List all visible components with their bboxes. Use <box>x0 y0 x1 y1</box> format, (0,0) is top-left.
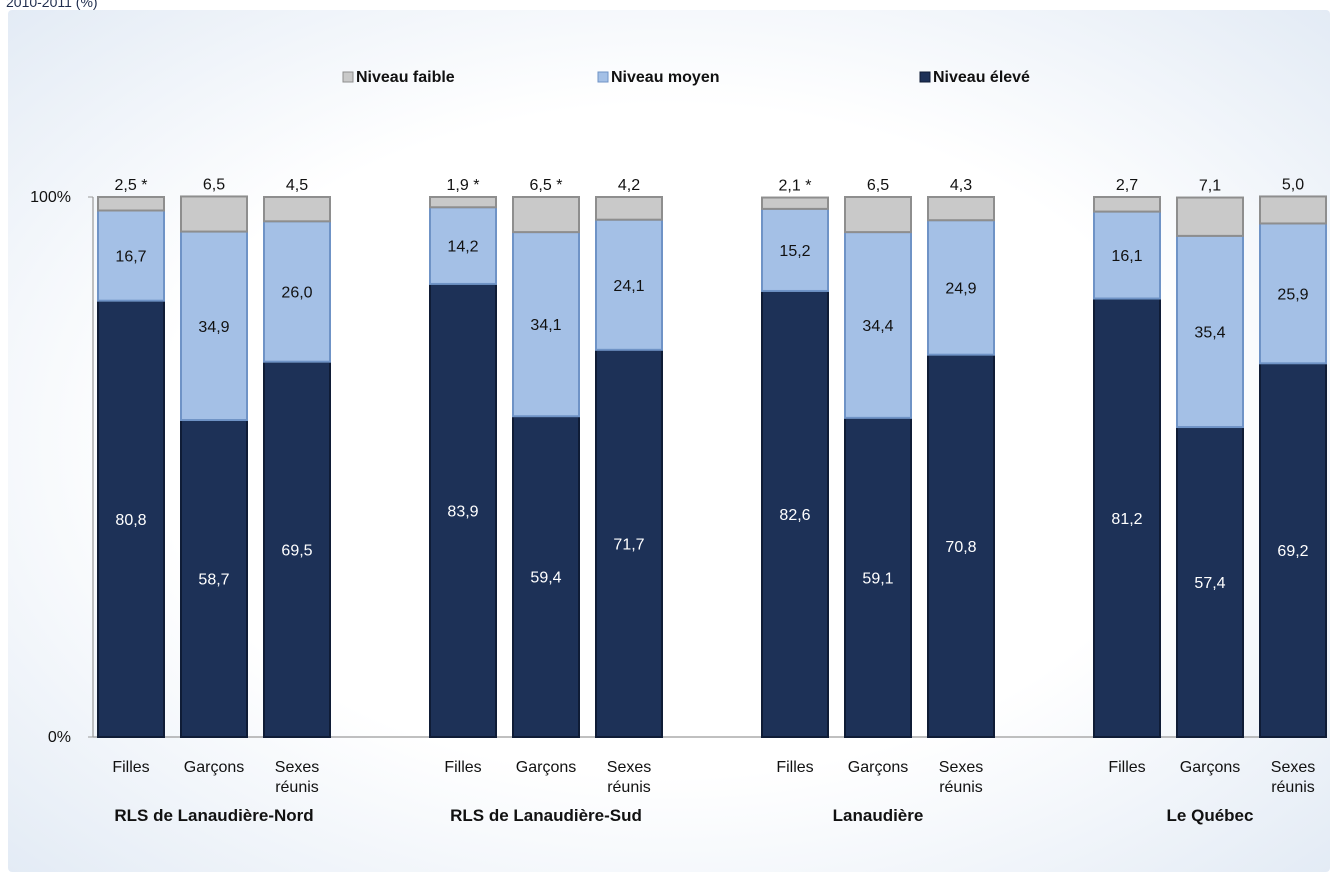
category-label: Garçons <box>848 759 908 776</box>
data-label-faible: 6,5 <box>203 176 225 193</box>
bar-segment-moyen <box>429 206 497 285</box>
legend-label-faible: Niveau faible <box>356 69 455 86</box>
category-label: Filles <box>776 759 813 776</box>
bar-segment-eleve <box>761 289 829 738</box>
bar-segment-faible <box>595 196 663 221</box>
bar-segment-moyen <box>97 209 165 302</box>
data-label-moyen: 34,1 <box>530 317 561 334</box>
legend-label-moyen: Niveau moyen <box>611 69 719 86</box>
category-label: Filles <box>444 759 481 776</box>
bar-segment-faible <box>512 196 580 234</box>
stacked-bar-chart: 0% 100% Niveau faible Niveau moyen Niveau él… <box>30 69 1327 825</box>
group-label: RLS de Lanaudière-Sud <box>450 806 642 825</box>
bar-segment-faible <box>97 196 165 212</box>
data-label-faible: 5,0 <box>1282 176 1304 193</box>
chart-area: 0% 100% Niveau faible Niveau moyen Niveau él… <box>8 10 1330 872</box>
bar-segment-moyen <box>844 231 912 419</box>
category-label: réunis <box>1271 779 1315 796</box>
bar-segment-faible <box>263 196 331 223</box>
bar-segment-eleve <box>263 360 331 738</box>
category-label: réunis <box>275 779 319 796</box>
bar-segment-eleve <box>844 416 912 738</box>
data-label-moyen: 34,9 <box>198 319 229 336</box>
data-label-faible: 6,5 * <box>530 177 563 194</box>
chart-caption: 2010-2011 (%) <box>6 0 98 10</box>
bar-segment-eleve <box>595 348 663 738</box>
category-label: Garçons <box>184 759 244 776</box>
data-label-eleve: 81,2 <box>1111 511 1142 528</box>
category-label: Filles <box>1108 759 1145 776</box>
data-label-eleve: 83,9 <box>447 503 478 520</box>
group-label: Le Québec <box>1167 806 1254 825</box>
bar-segment-moyen <box>927 219 995 356</box>
data-label-moyen: 34,4 <box>862 318 893 335</box>
data-label-faible: 6,5 <box>867 177 889 194</box>
data-label-eleve: 57,4 <box>1194 575 1225 592</box>
group-label: Lanaudière <box>833 806 924 825</box>
legend-swatch-moyen <box>597 71 609 83</box>
category-label: réunis <box>607 779 651 796</box>
bar-segment-moyen <box>595 218 663 351</box>
data-label-moyen: 16,7 <box>115 249 146 266</box>
data-label-faible: 4,5 <box>286 177 308 194</box>
data-label-eleve: 71,7 <box>613 536 644 553</box>
group-label: RLS de Lanaudière-Nord <box>114 806 313 825</box>
data-label-moyen: 25,9 <box>1277 286 1308 303</box>
data-label-faible: 7,1 <box>1199 178 1221 195</box>
data-label-faible: 1,9 * <box>447 177 480 194</box>
bar-segment-eleve <box>927 353 995 738</box>
category-label: Filles <box>112 759 149 776</box>
data-label-moyen: 24,9 <box>945 280 976 297</box>
category-label: Sexes <box>607 759 651 776</box>
data-label-eleve: 59,4 <box>530 570 561 587</box>
bar-segment-eleve <box>97 299 165 738</box>
category-label: Garçons <box>516 759 576 776</box>
category-label: réunis <box>939 779 983 796</box>
bar-segment-faible <box>927 196 995 222</box>
bar-segment-moyen <box>180 230 248 422</box>
bar-segment-faible <box>1093 196 1161 213</box>
data-label-faible: 2,5 * <box>115 177 148 194</box>
bar-segment-faible <box>844 196 912 234</box>
category-label: Sexes <box>939 759 983 776</box>
category-label: Sexes <box>275 759 319 776</box>
data-label-faible: 2,1 * <box>779 178 812 195</box>
data-label-moyen: 35,4 <box>1194 324 1225 341</box>
bar-segment-eleve <box>429 282 497 738</box>
bar-segment-faible <box>180 195 248 233</box>
data-label-faible: 4,3 <box>950 177 972 194</box>
bar-segment-faible <box>429 196 497 209</box>
data-label-moyen: 16,1 <box>1111 248 1142 265</box>
data-label-moyen: 14,2 <box>447 239 478 256</box>
data-label-faible: 2,7 <box>1116 177 1138 194</box>
data-label-eleve: 80,8 <box>115 512 146 529</box>
category-label: Sexes <box>1271 759 1315 776</box>
data-label-eleve: 59,1 <box>862 570 893 587</box>
data-label-eleve: 69,5 <box>281 542 312 559</box>
legend-swatch-faible <box>342 71 354 83</box>
legend-label-eleve: Niveau élevé <box>933 69 1030 86</box>
y-tick-label: 0% <box>48 729 71 746</box>
data-label-faible: 4,2 <box>618 177 640 194</box>
y-tick-label: 100% <box>30 189 71 206</box>
bar-segment-faible <box>1259 195 1327 225</box>
bar-segment-eleve <box>1093 297 1161 738</box>
bar-segment-moyen <box>1259 222 1327 365</box>
bar-segment-eleve <box>512 415 580 738</box>
bar-segment-moyen <box>1176 234 1244 429</box>
legend-swatch-eleve <box>919 71 931 83</box>
bar-segment-moyen <box>263 220 331 363</box>
bar-segment-faible <box>1176 196 1244 237</box>
data-label-eleve: 69,2 <box>1277 543 1308 560</box>
data-label-eleve: 58,7 <box>198 572 229 589</box>
bar-segment-moyen <box>1093 210 1161 300</box>
bar-segment-faible <box>761 196 829 210</box>
category-label: Garçons <box>1180 759 1240 776</box>
data-label-moyen: 24,1 <box>613 278 644 295</box>
bar-segment-eleve <box>1176 426 1244 738</box>
data-label-moyen: 15,2 <box>779 243 810 260</box>
data-label-moyen: 26,0 <box>281 285 312 302</box>
data-label-eleve: 82,6 <box>779 507 810 524</box>
data-label-eleve: 70,8 <box>945 539 976 556</box>
